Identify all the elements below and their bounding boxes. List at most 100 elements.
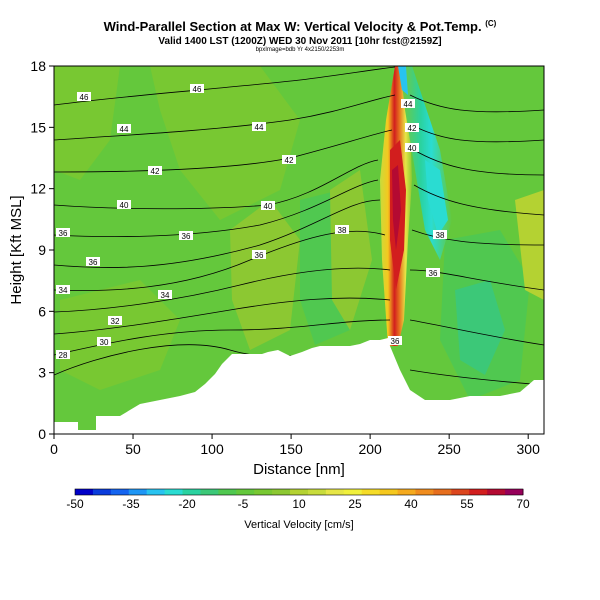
colorbar-segment: [272, 489, 291, 495]
isentrope-label: 34: [158, 290, 172, 300]
svg-text:36: 36: [89, 258, 98, 267]
colorbar-frame: [74, 488, 524, 496]
svg-text:38: 38: [338, 226, 347, 235]
colorbar-label: Vertical Velocity [cm/s]: [244, 519, 353, 531]
svg-text:34: 34: [59, 286, 68, 295]
isentrope-label: 36: [179, 231, 193, 241]
colorbar-segment: [469, 489, 488, 495]
y-axis-label: Height [Kft MSL]: [8, 195, 25, 304]
y-tick-label: 18: [30, 58, 46, 74]
chart-subtitle: Valid 1400 LST (1200Z) WED 30 Nov 2011 […: [158, 36, 442, 47]
isentrope-label: 38: [335, 225, 349, 235]
isentrope-label: 40: [405, 143, 419, 153]
colorbar-tick-label: -5: [238, 497, 249, 511]
svg-text:36: 36: [391, 337, 400, 346]
downdraft-core: [398, 66, 408, 95]
svg-text:42: 42: [285, 156, 294, 165]
colorbar-segment: [307, 489, 327, 495]
colorbar-segment: [505, 489, 524, 495]
colorbar-segment: [218, 489, 237, 495]
colorbar-segment: [451, 489, 470, 495]
colorbar-segment: [92, 489, 112, 495]
colorbar-segment: [343, 489, 363, 495]
y-tick-label: 12: [30, 181, 46, 197]
y-tick-label: 9: [38, 242, 46, 258]
y-tick-label: 15: [30, 119, 46, 135]
colorbar-tick-label: -35: [122, 497, 140, 511]
x-axis: 0 50 100 150 200 250 300: [50, 434, 540, 457]
colorbar-segment: [487, 489, 506, 495]
colorbar-tick-label: 25: [348, 497, 362, 511]
svg-text:40: 40: [408, 144, 417, 153]
isentrope-label: 36: [426, 268, 440, 278]
isentrope-label: 40: [261, 201, 275, 211]
field-patch: [150, 66, 300, 220]
colorbar-segment: [254, 489, 273, 495]
svg-text:46: 46: [80, 93, 89, 102]
colorbar-segment: [164, 489, 184, 495]
downdraft-core: [425, 160, 448, 235]
svg-text:28: 28: [59, 351, 68, 360]
colorbar-tick-label: -20: [178, 497, 196, 511]
x-tick-label: 50: [125, 441, 141, 457]
isentrope-label: 42: [148, 166, 162, 176]
isentrope-label: 44: [252, 122, 266, 132]
svg-text:42: 42: [408, 124, 417, 133]
field-patch: [330, 170, 372, 330]
svg-text:36: 36: [429, 269, 438, 278]
svg-text:42: 42: [151, 167, 160, 176]
colorbar-tick-label: 10: [292, 497, 306, 511]
chart-subtitle-small: bpxImage=bdb Yr 4x2150/2253m: [255, 47, 345, 53]
colorbar-tick-label: 40: [404, 497, 418, 511]
field-patch: [455, 280, 505, 375]
svg-text:36: 36: [182, 232, 191, 241]
updraft-max: [392, 165, 401, 250]
svg-text:44: 44: [120, 125, 129, 134]
colorbar-segment: [361, 489, 381, 495]
isentrope-label: 36: [56, 228, 70, 238]
isentrope-label: 36: [388, 336, 402, 346]
y-axis: 0 3 6 9 12 15 18: [30, 58, 54, 442]
colorbar-segment: [236, 489, 255, 495]
colorbar-segment: [200, 489, 219, 495]
isentrope-label: 36: [86, 257, 100, 267]
isentrope-label: 40: [117, 200, 131, 210]
isentrope-label: 44: [117, 124, 131, 134]
isentrope-label: 46: [77, 92, 91, 102]
field-patch: [230, 200, 300, 350]
x-axis-label: Distance [nm]: [253, 461, 345, 478]
x-tick-label: 200: [358, 441, 382, 457]
chart-title: Wind-Parallel Section at Max W: Vertical…: [103, 19, 497, 34]
colorbar-segment: [110, 489, 130, 495]
svg-text:36: 36: [59, 229, 68, 238]
colorbar-tick-label: 70: [516, 497, 530, 511]
colorbar-segment: [182, 489, 201, 495]
colorbar-segment: [290, 489, 309, 495]
field-patch: [60, 280, 180, 390]
svg-text:40: 40: [264, 202, 273, 211]
svg-text:36: 36: [255, 251, 264, 260]
isentrope-label: 36: [252, 250, 266, 260]
colorbar-segment: [379, 489, 399, 495]
colorbar-segment: [415, 489, 434, 495]
colorbar-tick-label: -50: [66, 497, 84, 511]
colorbar-segment: [433, 489, 452, 495]
svg-text:30: 30: [100, 338, 109, 347]
colorbar-tick-label: 55: [460, 497, 474, 511]
colorbar-segment: [75, 489, 94, 495]
svg-text:40: 40: [120, 201, 129, 210]
x-tick-label: 300: [517, 441, 541, 457]
isentrope-label: 44: [401, 99, 415, 109]
isentrope-label: 46: [190, 84, 204, 94]
colorbar-segment: [325, 489, 345, 495]
isentrope-labels: 28 30 32 34 34 36 36 36 36 36 38 38 40 4…: [56, 84, 447, 360]
y-tick-label: 3: [38, 365, 46, 381]
x-tick-label: 0: [50, 441, 58, 457]
x-tick-label: 250: [437, 441, 461, 457]
colorbar-segment: [146, 489, 166, 495]
svg-text:34: 34: [161, 291, 170, 300]
isentrope-label: 42: [282, 155, 296, 165]
y-tick-label: 0: [38, 426, 46, 442]
terrain: [54, 338, 544, 434]
